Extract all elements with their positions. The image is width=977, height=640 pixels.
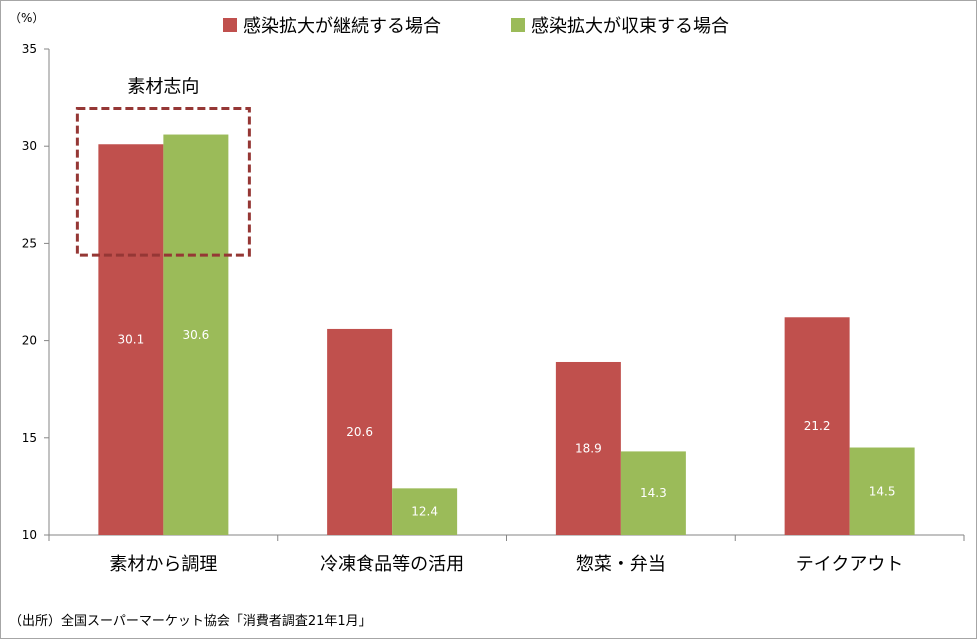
annotation-label: 素材志向	[127, 77, 199, 98]
data-label: 18.9	[575, 441, 602, 455]
bar	[327, 328, 393, 535]
y-tick-label: 35	[22, 42, 37, 56]
bar	[620, 451, 686, 535]
source-note: （出所）全国スーパーマーケット協会「消費者調査21年1月」	[9, 613, 372, 629]
data-label: 14.5	[869, 484, 896, 498]
bar	[163, 134, 229, 535]
legend-swatch-continue	[223, 18, 237, 32]
data-label: 12.4	[411, 505, 438, 519]
annotation: 素材志向	[75, 77, 251, 257]
legend-label-converge: 感染拡大が収束する場合	[531, 16, 729, 37]
y-tick-label: 25	[22, 236, 37, 250]
annotation-dashed-box	[75, 107, 251, 257]
y-axis-unit: （%）	[9, 11, 44, 25]
bars	[98, 134, 915, 536]
data-label: 30.1	[118, 333, 145, 347]
y-axis: 10 15 20 25 30 35	[22, 42, 50, 542]
legend-label-continue: 感染拡大が継続する場合	[243, 16, 441, 37]
data-labels: 30.1 20.6 18.9 21.2 30.6 12.4 14.3 14.5	[118, 328, 896, 519]
bar	[392, 488, 458, 535]
legend: 感染拡大が継続する場合 感染拡大が収束する場合	[223, 16, 729, 37]
data-label: 30.6	[183, 328, 210, 342]
y-tick-label: 30	[22, 139, 37, 153]
x-tick-label: 冷凍食品等の活用	[320, 554, 464, 575]
x-tick-label: 惣菜・弁当	[576, 554, 666, 575]
data-label: 20.6	[346, 425, 373, 439]
x-tick-label: 素材から調理	[109, 554, 217, 575]
data-label: 14.3	[640, 486, 667, 500]
legend-swatch-converge	[511, 18, 525, 32]
bar	[784, 317, 850, 535]
bar	[98, 144, 164, 536]
x-axis: 素材から調理 冷凍食品等の活用 惣菜・弁当 テイクアウト	[48, 534, 965, 575]
y-tick-label: 20	[22, 334, 37, 348]
x-tick-label: テイクアウト	[796, 554, 904, 575]
y-tick-label: 10	[22, 528, 37, 542]
bar	[555, 361, 621, 535]
bar	[849, 447, 915, 535]
y-tick-label: 15	[22, 431, 37, 445]
data-label: 21.2	[804, 419, 831, 433]
